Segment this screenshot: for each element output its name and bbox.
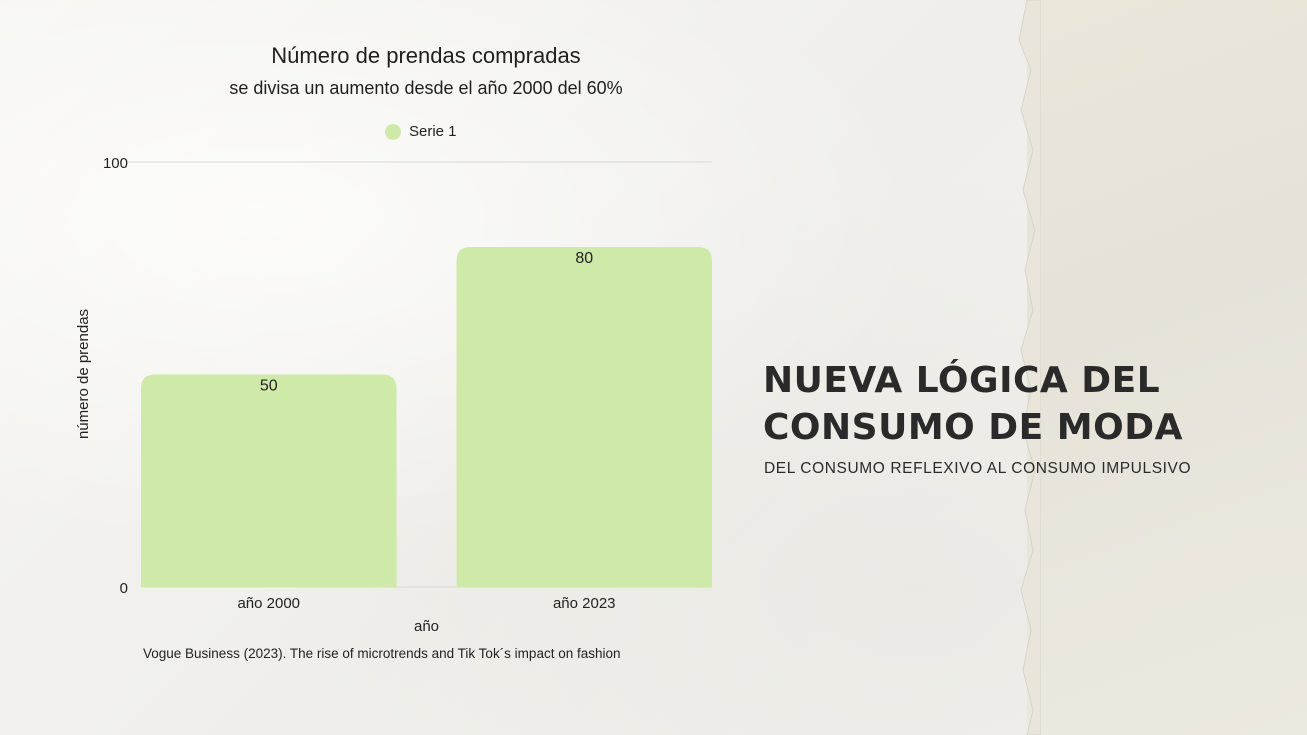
chart-title: Número de prendas compradas <box>271 43 581 68</box>
data-label: 50 <box>260 378 278 395</box>
chart-source: Vogue Business (2023). The rise of micro… <box>143 646 621 661</box>
y-axis-title: número de prendas <box>75 309 92 439</box>
y-tick-label: 100 <box>103 155 128 172</box>
chart-area: Número de prendas compradas se divisa un… <box>75 43 712 661</box>
legend-swatch <box>385 123 401 140</box>
x-axis-title: año <box>414 618 439 635</box>
bar <box>456 247 712 587</box>
x-tick-label: año 2000 <box>237 595 300 612</box>
bar <box>141 374 397 587</box>
data-label: 80 <box>575 250 593 267</box>
torn-edge <box>1018 0 1041 735</box>
y-tick-label: 0 <box>120 580 128 597</box>
legend-label: Serie 1 <box>409 123 457 140</box>
slide-headline: NUEVA LÓGICA DEL CONSUMO DE MODA <box>763 360 1183 448</box>
bar-chart: 0 100 50 año 2000 80 año 2023 año número de pre… <box>75 155 712 635</box>
x-tick-label: año 2023 <box>553 595 616 612</box>
chart-subtitle: se divisa un aumento desde el año 2000 d… <box>229 78 623 98</box>
torn-paper-strip <box>1018 0 1307 735</box>
chart-legend: Serie 1 <box>385 123 457 140</box>
slide-subheadline: DEL CONSUMO REFLEXIVO AL CONSUMO IMPULSI… <box>764 460 1192 477</box>
